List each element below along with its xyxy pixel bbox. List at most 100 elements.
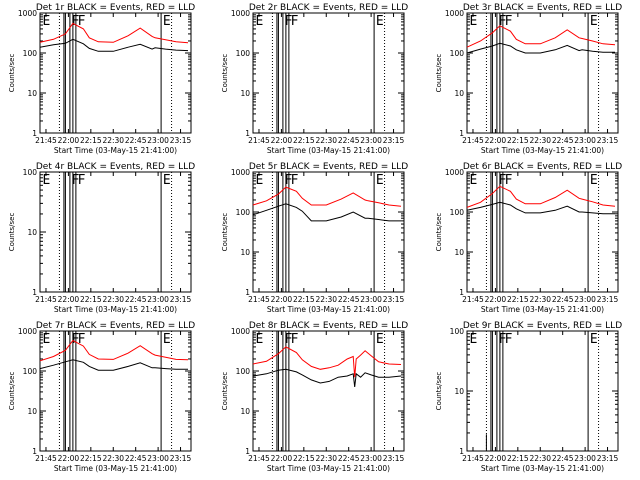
panel-9-flag-label: F <box>499 332 507 347</box>
panel-3-flag-label: E <box>469 14 477 29</box>
panel-6-flag-label: F <box>505 173 513 188</box>
panel-6-title: Det 6r BLACK = Events, RED = LLD <box>463 162 622 172</box>
panel-7-title: Det 7r BLACK = Events, RED = LLD <box>36 321 195 331</box>
panel-7-flag-label: E <box>163 332 171 347</box>
panel-3-x-tick-label: 23:15 <box>597 136 619 145</box>
panel-4-x-tick-label: 23:00 <box>147 295 169 304</box>
panel-9-frame <box>466 330 619 452</box>
panel-5-x-tick-label: 22:00 <box>271 295 293 304</box>
panel-9-title: Det 9r BLACK = Events, RED = LLD <box>463 321 622 331</box>
panel-1-x-tick-label: 22:45 <box>125 136 147 145</box>
panel-6-x-tick-label: 23:15 <box>597 295 619 304</box>
panel-5-y-tick-label: 10 <box>240 248 250 257</box>
panel-1-x-tick-label: 22:15 <box>80 136 102 145</box>
panel-6-x-axis-label: Start Time (03-May-15 21:41:00) <box>481 305 604 314</box>
panel-8-y-tick-label: 1000 <box>231 327 250 336</box>
panel-5-y-tick-label: 1000 <box>231 168 250 177</box>
panel-4-x-tick-label: 22:30 <box>102 295 124 304</box>
panel-8-title: Det 8r BLACK = Events, RED = LLD <box>249 321 408 331</box>
panel-7-flag-label: E <box>42 332 50 347</box>
panel-1-x-tick-label: 21:45 <box>35 136 57 145</box>
panel-4-y-tick-label: 100 <box>23 168 38 177</box>
panel-2-flag-label: F <box>285 14 293 29</box>
panel-6-x-tick-label: 21:45 <box>462 295 484 304</box>
panel-3-lld-series-line <box>466 25 616 48</box>
panel-3-flag-label: F <box>505 14 513 29</box>
panel-2-x-tick-label: 22:30 <box>315 136 337 145</box>
panel-8-frame <box>252 330 405 452</box>
panel-5-x-tick-label: 22:45 <box>338 295 360 304</box>
panel-1-x-axis-label: Start Time (03-May-15 21:41:00) <box>54 146 177 155</box>
panel-1-flag-label: F <box>72 14 80 29</box>
panel-2-title: Det 2r BLACK = Events, RED = LLD <box>249 3 408 13</box>
panel-3-x-tick-label: 22:15 <box>507 136 529 145</box>
panel-7-x-tick-label: 22:30 <box>102 454 124 463</box>
panel-9-x-tick-label: 23:15 <box>597 454 619 463</box>
panel-7-lld-series-line <box>39 339 189 362</box>
panel-9-y-tick-label: 10 <box>454 387 464 396</box>
panel-7-y-axis-label: Counts/sec <box>8 372 16 411</box>
panel-5-y-axis-label: Counts/sec <box>221 213 229 252</box>
panel-8-x-tick-label: 23:00 <box>360 454 382 463</box>
panel-6-events-series-line <box>466 201 615 215</box>
panel-8-flag-label: E <box>376 332 384 347</box>
panel-1-frame <box>39 12 192 134</box>
panel-6-frame <box>466 171 619 293</box>
panel-3-x-tick-label: 22:45 <box>552 136 574 145</box>
panel-5-frame <box>252 171 405 293</box>
panel-8-x-axis-label: Start Time (03-May-15 21:41:00) <box>267 464 390 473</box>
panel-3-events-series-line <box>466 42 615 54</box>
panel-5-events-series-line <box>252 203 401 222</box>
panel-4-x-tick-label: 23:15 <box>170 295 192 304</box>
panel-2-flag-label: F <box>291 14 299 29</box>
panel-4-x-tick-label: 22:45 <box>125 295 147 304</box>
panel-5-y-tick-label: 100 <box>236 208 251 217</box>
panel-1-x-tick-label: 22:30 <box>102 136 124 145</box>
panel-9-y-axis-label: Counts/sec <box>435 372 443 411</box>
panel-3-x-tick-label: 23:00 <box>574 136 596 145</box>
panel-7-flag-label: F <box>78 332 86 347</box>
panel-9-y-tick-label: 1 <box>459 447 464 456</box>
panel-6-lld-series-line <box>466 185 616 208</box>
panel-2-x-axis-label: Start Time (03-May-15 21:41:00) <box>267 146 390 155</box>
panel-5-flag-label: E <box>255 173 263 188</box>
panel-9-x-tick-label: 22:30 <box>529 454 551 463</box>
panel-4-x-tick-label: 22:15 <box>80 295 102 304</box>
panel-1-lld-series-line <box>39 22 189 44</box>
panel-8-flag-label: F <box>285 332 293 347</box>
panel-7-y-tick-label: 100 <box>23 367 38 376</box>
panel-7-frame <box>39 330 192 452</box>
panel-2-y-axis-label: Counts/sec <box>221 54 229 93</box>
panel-3-flag-label: F <box>499 14 507 29</box>
panel-4-flag-label: E <box>163 173 171 188</box>
panel-9-y-tick-label: 100 <box>450 327 465 336</box>
panel-4-x-axis-label: Start Time (03-May-15 21:41:00) <box>54 305 177 314</box>
panel-2-x-tick-label: 22:45 <box>338 136 360 145</box>
panel-7-y-tick-label: 1 <box>32 447 37 456</box>
panel-8-lld-series-line <box>252 346 402 378</box>
panel-2-flag-label: E <box>255 14 263 29</box>
panel-5-x-tick-label: 21:45 <box>248 295 270 304</box>
panel-8-x-tick-label: 21:45 <box>248 454 270 463</box>
panel-3-y-axis-label: Counts/sec <box>435 54 443 93</box>
panel-9-x-tick-label: 23:00 <box>574 454 596 463</box>
panel-7-x-tick-label: 23:15 <box>170 454 192 463</box>
panel-1-x-tick-label: 23:15 <box>170 136 192 145</box>
panel-2-x-tick-label: 22:15 <box>293 136 315 145</box>
panel-9-x-tick-label: 22:00 <box>485 454 507 463</box>
panel-5-x-tick-label: 23:15 <box>383 295 405 304</box>
panel-6-flag-label: E <box>469 173 477 188</box>
panel-8-y-tick-label: 100 <box>236 367 251 376</box>
panel-5-flag-label: F <box>285 173 293 188</box>
panel-6-x-tick-label: 22:00 <box>485 295 507 304</box>
panel-1-y-tick-label: 1000 <box>18 9 37 18</box>
panel-1-events-series-line <box>39 38 189 52</box>
